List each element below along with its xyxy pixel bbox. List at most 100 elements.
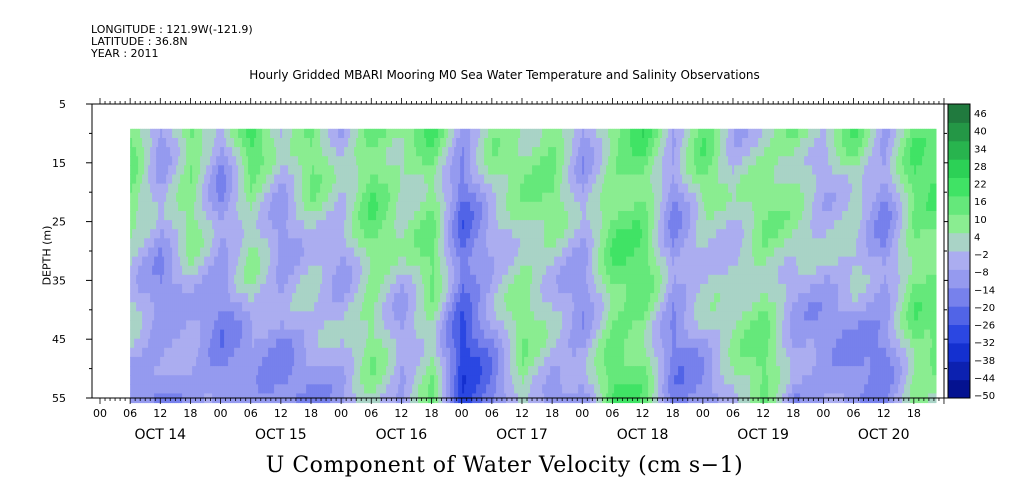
heatmap-cell: [154, 229, 157, 239]
heatmap-cell: [224, 366, 227, 376]
heatmap-cell: [258, 302, 261, 312]
heatmap-cell: [130, 238, 133, 248]
heatmap-cell: [330, 338, 333, 349]
heatmap-cell: [150, 201, 153, 212]
heatmap-cell: [130, 366, 133, 376]
heatmap-cell: [292, 165, 295, 175]
heatmap-cell: [384, 338, 387, 349]
heatmap-cell: [368, 293, 371, 303]
heatmap-cell: [278, 302, 281, 312]
heatmap-cell: [362, 174, 365, 185]
heatmap-cell: [284, 283, 287, 294]
heatmap-cell: [244, 128, 247, 139]
heatmap-cell: [218, 311, 221, 321]
heatmap-cell: [280, 293, 283, 303]
heatmap-cell: [418, 192, 421, 203]
heatmap-cell: [352, 283, 355, 294]
heatmap-cell: [218, 183, 221, 194]
heatmap-cell: [408, 338, 411, 349]
heatmap-cell: [206, 338, 209, 349]
heatmap-cell: [386, 366, 389, 376]
heatmap-cell: [150, 311, 153, 321]
heatmap-cell: [340, 356, 343, 367]
heatmap-cell: [332, 311, 335, 321]
heatmap-cell: [208, 366, 211, 376]
heatmap-cell: [162, 283, 165, 294]
heatmap-cell: [334, 183, 337, 194]
heatmap-cell: [202, 165, 205, 175]
heatmap-cell: [322, 338, 325, 349]
heatmap-cell: [182, 283, 185, 294]
heatmap-cell: [132, 147, 135, 157]
heatmap-cell: [374, 156, 377, 166]
heatmap-cell: [358, 274, 361, 285]
heatmap-cell: [136, 366, 139, 376]
heatmap-cell: [176, 329, 179, 340]
heatmap-cell: [218, 347, 221, 358]
heatmap-cell: [254, 265, 257, 276]
heatmap-cell: [246, 138, 249, 148]
heatmap-cell: [392, 347, 395, 358]
heatmap-cell: [310, 274, 313, 285]
heatmap-cell: [172, 174, 175, 185]
heatmap-cell: [166, 192, 169, 203]
heatmap-cell: [396, 238, 399, 248]
heatmap-cell: [204, 220, 207, 230]
heatmap-cell: [418, 128, 421, 139]
heatmap-cell: [426, 375, 429, 385]
heatmap-cell: [346, 265, 349, 276]
heatmap-cell: [428, 201, 431, 212]
heatmap-cell: [242, 165, 245, 175]
heatmap-cell: [198, 138, 201, 148]
heatmap-cell: [170, 311, 173, 321]
heatmap-cell: [410, 274, 413, 285]
heatmap-cell: [274, 311, 277, 321]
heatmap-cell: [332, 293, 335, 303]
heatmap-cell: [274, 338, 277, 349]
heatmap-cell: [428, 211, 431, 221]
heatmap-cell: [402, 329, 405, 340]
heatmap-cell: [206, 201, 209, 212]
heatmap-cell: [148, 138, 151, 148]
heatmap-cell: [362, 220, 365, 230]
heatmap-cell: [296, 329, 299, 340]
heatmap-cell: [334, 366, 337, 376]
heatmap-cell: [278, 329, 281, 340]
heatmap-cell: [364, 192, 367, 203]
heatmap-cell: [318, 238, 321, 248]
heatmap-cell: [200, 183, 203, 194]
heatmap-cell: [292, 128, 295, 139]
heatmap-cell: [226, 329, 229, 340]
heatmap-cell: [238, 320, 241, 331]
heatmap-cell: [326, 201, 329, 212]
heatmap-cell: [268, 156, 271, 166]
heatmap-cell: [330, 156, 333, 166]
heatmap-cell: [208, 201, 211, 212]
heatmap-cell: [378, 238, 381, 248]
heatmap-cell: [276, 375, 279, 385]
heatmap-cell: [370, 274, 373, 285]
heatmap-cell: [310, 156, 313, 166]
heatmap-cell: [360, 156, 363, 166]
heatmap-cell: [402, 220, 405, 230]
heatmap-cell: [366, 256, 369, 267]
heatmap-cell: [300, 156, 303, 166]
heatmap-cell: [262, 138, 265, 148]
heatmap-cell: [188, 265, 191, 276]
heatmap-cell: [332, 220, 335, 230]
heatmap-cell: [152, 265, 155, 276]
heatmap-cell: [352, 138, 355, 148]
heatmap-cell: [394, 156, 397, 166]
heatmap-cell: [214, 302, 217, 312]
heatmap-cell: [242, 356, 245, 367]
heatmap-cell: [294, 247, 297, 258]
heatmap-cell: [160, 229, 163, 239]
heatmap-cell: [364, 156, 367, 166]
heatmap-cell: [242, 256, 245, 267]
heatmap-cell: [262, 293, 265, 303]
heatmap-cell: [232, 220, 235, 230]
heatmap-cell: [186, 320, 189, 331]
heatmap-cell: [288, 128, 291, 139]
heatmap-cell: [184, 265, 187, 276]
heatmap-cell: [354, 256, 357, 267]
